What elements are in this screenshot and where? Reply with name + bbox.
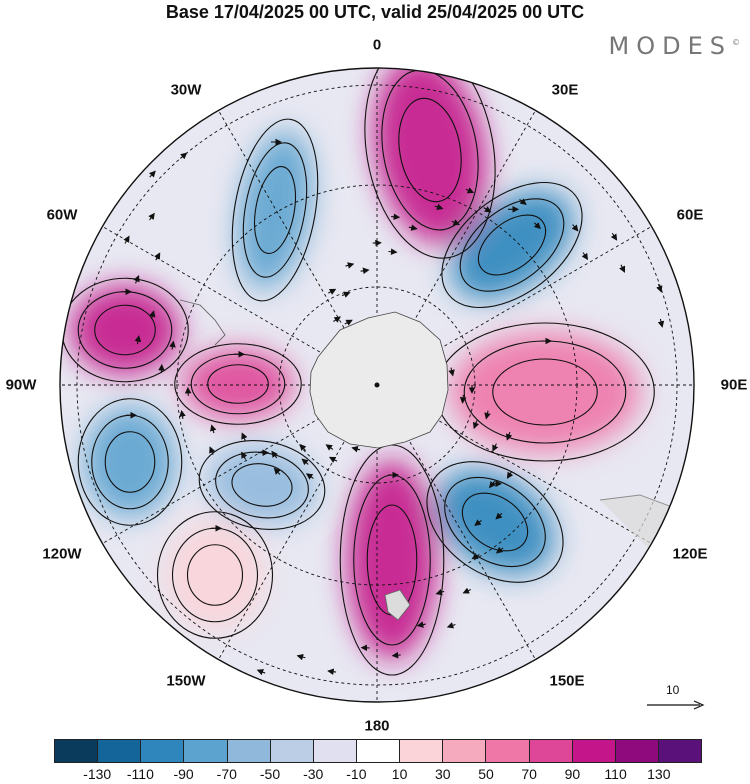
- anomaly-blob-pos-120W: [165, 520, 265, 630]
- colorbar-swatch: [400, 740, 443, 762]
- colorbar-swatch: [228, 740, 271, 762]
- colorbar-tick-label: 10: [392, 766, 408, 782]
- colorbar-swatch: [357, 740, 400, 762]
- lon-label-60w: 60W: [47, 207, 78, 224]
- colorbar-tick-label: -30: [303, 766, 323, 782]
- colorbar-swatch: [530, 740, 573, 762]
- colorbar-tick-label: -90: [173, 766, 193, 782]
- colorbar-swatch: [271, 740, 314, 762]
- colorbar-tick-label: -10: [346, 766, 366, 782]
- colorbar-swatch: [314, 740, 357, 762]
- lon-label-90e: 90E: [721, 377, 748, 394]
- anomaly-blob-pos-180: [347, 460, 437, 660]
- colorbar-ticks: -130 -110 -90 -70 -50 -30 -10 10 30 50 70 90 110 130: [0, 766, 750, 784]
- colorbar-tick-label: 30: [435, 766, 451, 782]
- anomaly-blob-pos-90W: [183, 349, 293, 419]
- colorbar-swatch: [184, 740, 227, 762]
- colorbar-tick-label: 50: [478, 766, 494, 782]
- colorbar-tick-label: 110: [604, 766, 626, 782]
- lon-label-120w: 120W: [42, 546, 81, 563]
- lon-label-180: 180: [364, 718, 389, 735]
- anomaly-blob-pos-70W: [70, 285, 180, 375]
- lon-label-0: 0: [373, 37, 381, 54]
- flow-arrow: [388, 251, 396, 252]
- colorbar-swatch: [486, 740, 529, 762]
- reference-vector-label: 10: [666, 683, 679, 697]
- colorbar-tick-label: 130: [647, 766, 670, 782]
- flow-arrow: [393, 655, 401, 656]
- colorbar-tick-label: 90: [565, 766, 581, 782]
- colorbar-tick-label: 70: [521, 766, 537, 782]
- colorbar-swatch: [141, 740, 184, 762]
- colorbar-tick-label: -130: [83, 766, 111, 782]
- colorbar-swatch: [616, 740, 659, 762]
- lon-label-60e: 60E: [677, 207, 704, 224]
- lon-label-30e: 30E: [552, 82, 579, 99]
- lon-label-150e: 150E: [549, 673, 584, 690]
- colorbar-tick-label: -50: [260, 766, 280, 782]
- flow-arrow: [391, 217, 399, 218]
- colorbar-tick-label: -110: [127, 766, 154, 782]
- colorbar-swatch: [443, 740, 486, 762]
- south-pole-marker: [375, 383, 380, 388]
- colorbar-swatch: [573, 740, 616, 762]
- colorbar-swatch: [55, 740, 98, 762]
- lon-label-120e: 120E: [672, 546, 707, 563]
- lon-label-90w: 90W: [6, 377, 37, 394]
- lon-label-30w: 30W: [171, 82, 202, 99]
- colorbar-tick-label: -70: [217, 766, 237, 782]
- colorbar: [54, 739, 702, 763]
- colorbar-swatch: [659, 740, 701, 762]
- anomaly-blob-pos-90E: [450, 332, 640, 452]
- colorbar-swatch: [98, 740, 141, 762]
- anomaly-blob-neg-105W: [85, 407, 175, 517]
- reference-vector-arrow: [646, 698, 706, 712]
- lon-label-150w: 150W: [166, 673, 205, 690]
